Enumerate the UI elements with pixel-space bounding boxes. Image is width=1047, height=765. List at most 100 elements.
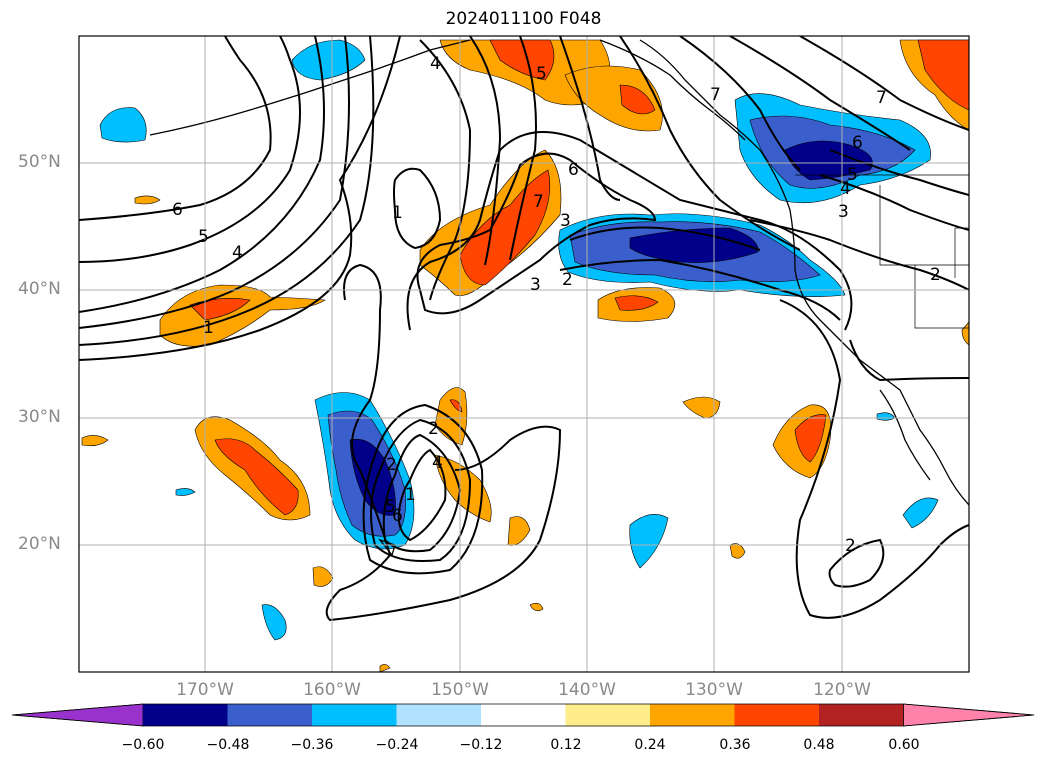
warm-anomaly-patch: [614, 295, 659, 311]
contour-line: [79, 36, 325, 313]
contour-label: 5: [385, 497, 396, 517]
contour-line: [729, 36, 911, 151]
warm-anomaly-patch: [529, 602, 544, 612]
plot-frame: [78, 35, 970, 673]
contour-label: 7: [876, 88, 887, 108]
west-coast: [759, 149, 969, 506]
latitude-label: 20°N: [18, 534, 61, 554]
hawaii: [378, 538, 396, 557]
alaska-coast: [599, 39, 746, 141]
colorbar-tick-label: 0.24: [634, 737, 666, 753]
contour-line: [469, 36, 502, 266]
contour-label: 4: [432, 453, 443, 473]
longitude-label: 170°W: [176, 680, 234, 700]
contour-line: [679, 36, 801, 171]
contour-line: [79, 36, 401, 361]
cold-anomaly-patch: [261, 604, 287, 641]
contour-line: [829, 149, 969, 196]
contour-line: [406, 131, 853, 331]
contour-label: 2: [386, 455, 397, 475]
colorbar-extension-min: [11, 703, 144, 727]
contour-label: 2: [428, 419, 439, 439]
contour-label: 7: [533, 192, 544, 212]
cold-anomaly-patch: [99, 107, 147, 143]
longitude-label: 150°W: [431, 680, 489, 700]
warm-anomaly-patch: [564, 65, 663, 132]
contour-line: [509, 36, 537, 261]
contour-line: [79, 36, 301, 263]
contour-line: [382, 433, 462, 553]
contour-label: 4: [840, 179, 851, 199]
colorbar-segment: [650, 704, 735, 726]
colorbar-outline: [11, 703, 1035, 727]
contour-line: [397, 448, 447, 542]
cold-anomaly-patch: [784, 140, 873, 181]
contour-label: 2: [930, 265, 941, 285]
colorbar-tick-label: 0.48: [803, 737, 835, 753]
contour-line: [779, 299, 969, 619]
colorbar-segment: [819, 704, 904, 726]
contour-line: [370, 418, 472, 562]
contour-label: 2: [845, 536, 856, 556]
gridlines: [79, 36, 969, 672]
contour-line: [416, 152, 657, 315]
state-borders: [795, 174, 969, 329]
warm-anomaly-patch: [379, 664, 391, 672]
plot-area: 1 2 3 4 5 6 7 6 5 4 2 1 2 1 2 3 4 5 6 7 …: [79, 36, 969, 672]
contour-label: 1: [203, 318, 214, 338]
colorbar-tick-label: −0.36: [290, 737, 334, 753]
contour-lines: [79, 36, 969, 622]
coastline: [149, 39, 969, 557]
border-line: [914, 265, 969, 329]
contour-label: 7: [710, 85, 721, 105]
contour-line: [559, 258, 841, 321]
contour-line: [79, 36, 350, 329]
warm-anomaly-patch: [81, 435, 109, 447]
colorbar-segment: [481, 704, 566, 726]
shaded-anomaly-fields: [81, 39, 969, 672]
contour-label: 6: [392, 506, 403, 526]
cold-anomaly-patch: [349, 438, 396, 516]
warm-anomaly-patch: [459, 169, 551, 286]
colorbar-tick-label: −0.48: [206, 737, 250, 753]
warm-anomaly-patch: [729, 543, 746, 559]
warm-anomaly-patch: [449, 399, 463, 413]
contour-line: [393, 167, 442, 250]
contour-label: 4: [430, 54, 441, 74]
contour-line: [79, 36, 375, 346]
contour-line: [79, 36, 272, 221]
contour-label: 2: [562, 270, 573, 290]
contour-label: 3: [838, 202, 849, 222]
contour-line: [619, 36, 801, 251]
longitude-label: 160°W: [303, 680, 361, 700]
cold-anomaly-patch: [629, 227, 759, 263]
contour-label: 6: [852, 133, 863, 153]
colorbar-extension-max: [903, 703, 1035, 727]
longitude-label: 140°W: [558, 680, 616, 700]
contour-line: [559, 36, 621, 201]
contour-line: [419, 39, 472, 301]
colorbar-segment: [734, 704, 819, 726]
colorbar-segment: [396, 704, 481, 726]
cold-anomaly-patch: [175, 488, 196, 496]
longitude-label: 120°W: [813, 680, 871, 700]
contour-line: [819, 174, 969, 231]
contour-label: 5: [847, 165, 858, 185]
alaska-coast: [639, 39, 761, 151]
contour-label: 4: [232, 243, 243, 263]
contour-label: 3: [560, 211, 571, 231]
colorbar-tick-label: 0.36: [719, 737, 751, 753]
contour-label: 1: [392, 203, 403, 223]
colorbar-tick-label: −0.12: [459, 737, 503, 753]
warm-anomaly-patch: [619, 84, 656, 115]
colorbar-segment: [143, 704, 228, 726]
warm-anomaly-patch: [682, 396, 721, 419]
warm-anomaly-patch: [794, 414, 827, 463]
colorbar-segment: [227, 704, 312, 726]
colorbar-tick-label: −0.60: [121, 737, 165, 753]
contour-line: [799, 36, 969, 131]
colorbar-tick-label: 0.60: [888, 737, 920, 753]
colorbar-segment: [312, 704, 397, 726]
warm-anomaly-patch: [312, 566, 334, 587]
